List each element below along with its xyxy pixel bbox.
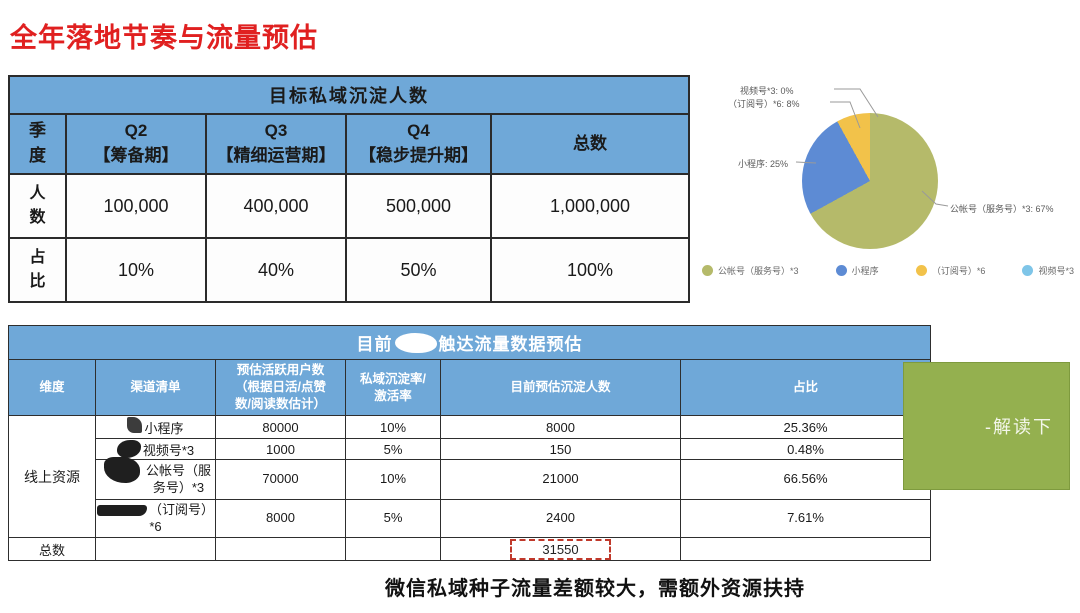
channel-cell: （订阅号）*6 xyxy=(95,499,216,538)
pie-label-mini-program: 小程序: 25% xyxy=(738,159,789,169)
green-note-text: -解读下 xyxy=(985,417,1053,437)
legend-item: 小程序 xyxy=(835,264,879,277)
pie-legend: 公帐号（服务号）*3 小程序 （订阅号）*6 视频号*3 xyxy=(702,264,1074,277)
table-row: 占 比 10% 40% 50% 100% xyxy=(8,237,691,303)
table-cell: 10% xyxy=(65,237,207,303)
table-cell: 8000 xyxy=(215,499,346,538)
target-users-table: 目标私域沉淀人数 季 度 Q2 【筹备期】 Q3 【精细运营期】 Q4 【稳步提… xyxy=(7,75,691,303)
legend-label: 视频号*3 xyxy=(1038,266,1074,276)
table-row: 公帐号（服务号）*3 70000 10% 21000 66.56% xyxy=(9,456,932,500)
table1-col-q2: Q2 【筹备期】 xyxy=(65,113,207,175)
dimension-cell: 线上资源 xyxy=(8,415,96,538)
pie-callout-lines xyxy=(795,88,949,207)
empty-cell xyxy=(345,537,441,561)
table-row: 总数 31550 xyxy=(8,537,932,561)
legend-dot-subscription xyxy=(915,265,927,276)
table2-col-channel: 渠道清单 xyxy=(95,359,216,416)
table-cell: 40% xyxy=(205,237,347,303)
redaction-cloud xyxy=(394,332,437,353)
traffic-estimate-table: 目前 触达流量数据预估 维度 渠道清单 预估活跃用户数 （根据日活/点赞 数/阅… xyxy=(7,325,932,561)
table-cell: 1000 xyxy=(215,438,346,460)
legend-item: （订阅号）*6 xyxy=(915,264,986,277)
legend-item: 视频号*3 xyxy=(1022,264,1074,277)
table-cell: 0.48% xyxy=(679,438,932,460)
table-cell: 150 xyxy=(440,438,681,460)
table-cell: 5% xyxy=(345,438,441,460)
table-cell: 8000 xyxy=(440,415,681,439)
legend-dot-service-account xyxy=(702,265,713,276)
page-title: 全年落地节奏与流量预估 xyxy=(10,23,318,53)
redaction-blob xyxy=(104,456,140,483)
green-note-box: -解读下 xyxy=(903,362,1070,490)
table-cell: 7.61% xyxy=(679,499,932,538)
table-cell: 66.56% xyxy=(679,459,932,500)
total-label-cell: 总数 xyxy=(8,537,96,561)
table2-col-active-users: 预估活跃用户数 （根据日活/点赞 数/阅读数估计） xyxy=(215,359,346,416)
table-row: （订阅号）*6 8000 5% 2400 7.61% xyxy=(9,499,932,538)
table-cell: 400,000 xyxy=(205,173,347,239)
table-cell: 21000 xyxy=(440,459,681,500)
table-cell: 500,000 xyxy=(345,173,492,239)
pie-panel: 视频号*3: 0% （订阅号）*6: 8% 小程序: 25% 公帐号（服务号）*… xyxy=(700,78,1076,300)
table1-title: 目标私域沉淀人数 xyxy=(7,75,691,115)
legend-dot-mini-program xyxy=(835,265,847,276)
pie-chart xyxy=(802,113,938,249)
table-row: 人 数 100,000 400,000 500,000 1,000,000 xyxy=(8,173,691,239)
legend-dot-video-account xyxy=(1022,265,1034,276)
table-cell: 50% xyxy=(345,237,492,303)
table-cell: 10% xyxy=(345,459,441,500)
channel-cell: 公帐号（服务号）*3 xyxy=(95,456,216,500)
legend-label: 小程序 xyxy=(851,266,879,276)
redaction-blob xyxy=(116,440,141,459)
total-value-highlight: 31550 xyxy=(510,538,611,560)
table-cell: 25.36% xyxy=(679,415,932,439)
row-label-share: 占 比 xyxy=(8,237,67,303)
empty-cell xyxy=(679,537,932,561)
legend-item: 公帐号（服务号）*3 xyxy=(702,264,799,277)
table2-title-suffix: 触达流量数据预估 xyxy=(438,335,583,354)
row-label-people: 人 数 xyxy=(8,173,67,239)
table-cell: 5% xyxy=(345,499,441,538)
channel-cell: 小程序 xyxy=(95,415,216,439)
footer-note: 微信私域种子流量差额较大，需额外资源扶持 xyxy=(385,578,805,600)
table1-col-q4: Q4 【稳步提升期】 xyxy=(345,113,492,175)
pie-label-video-account: 视频号*3: 0% xyxy=(740,86,794,96)
table2-title: 目前 触达流量数据预估 xyxy=(7,325,932,360)
redaction-blob xyxy=(127,417,143,434)
empty-cell xyxy=(95,537,216,561)
legend-label: 公帐号（服务号）*3 xyxy=(718,266,799,276)
table2-col-share: 占比 xyxy=(679,359,932,416)
table-cell: 10% xyxy=(345,415,441,439)
table1-corner-label: 季 度 xyxy=(8,113,67,175)
table-cell: 80000 xyxy=(215,415,346,439)
table2-col-settled: 目前预估沉淀人数 xyxy=(440,359,681,416)
total-value-cell: 31550 xyxy=(440,537,681,561)
table-cell: 1,000,000 xyxy=(489,173,691,239)
pie-label-subscription: （订阅号）*6: 8% xyxy=(728,99,800,109)
table-row: 线上资源 小程序 80000 10% 8000 25.36% xyxy=(8,415,932,538)
table-cell: 2400 xyxy=(440,499,681,538)
channel-cell: 视频号*3 xyxy=(95,438,216,460)
table-cell: 100,000 xyxy=(65,173,207,239)
legend-label: （订阅号）*6 xyxy=(931,266,986,276)
table-row: 视频号*3 1000 5% 150 0.48% xyxy=(9,438,932,460)
table1-col-total: 总数 xyxy=(489,113,691,175)
table1-col-q3: Q3 【精细运营期】 xyxy=(205,113,347,175)
table2-col-rate: 私域沉淀率/ 激活率 xyxy=(345,359,441,416)
table-cell: 100% xyxy=(489,237,691,303)
redaction-blob xyxy=(96,504,147,516)
empty-cell xyxy=(215,537,346,561)
table-cell: 70000 xyxy=(215,459,346,500)
table2-col-dimension: 维度 xyxy=(8,359,96,416)
table2-title-prefix: 目前 xyxy=(356,335,393,354)
pie-label-service-account: 公帐号（服务号）*3: 67% xyxy=(950,204,1054,214)
